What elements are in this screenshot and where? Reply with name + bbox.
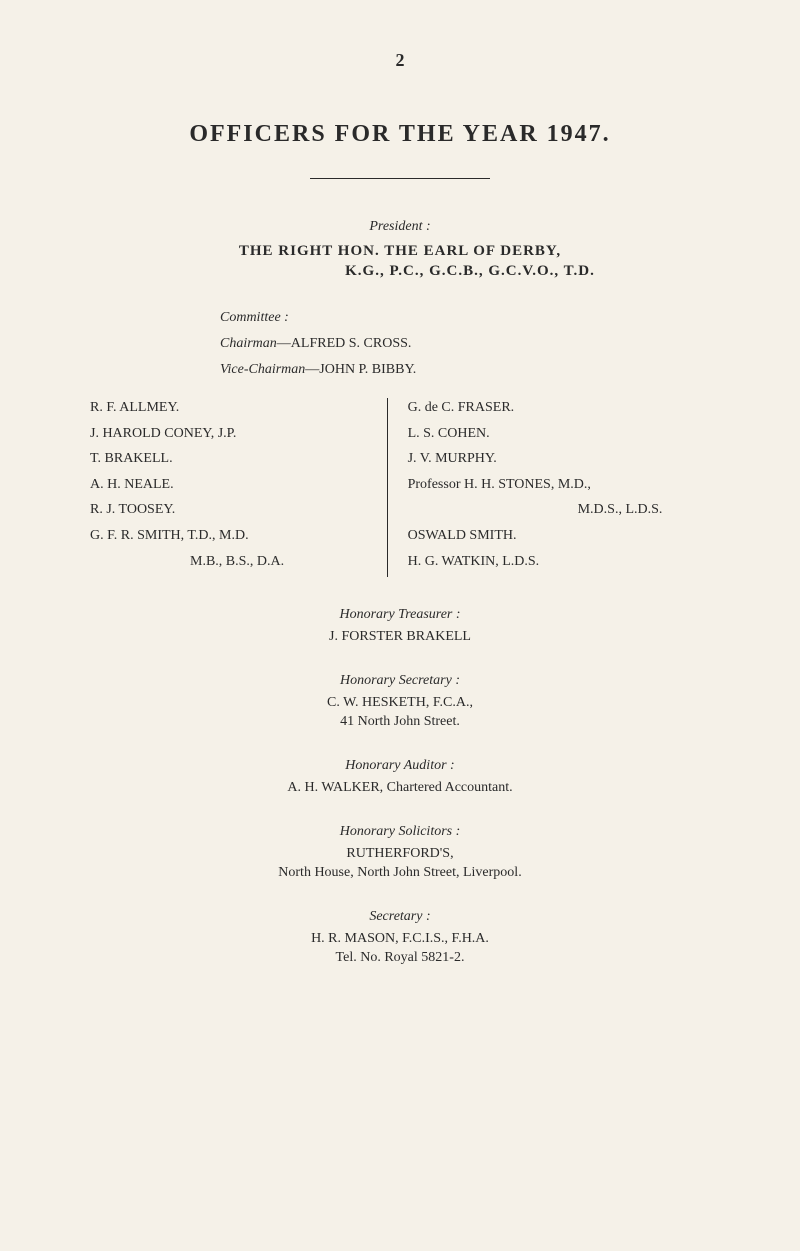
committee-columns: R. F. ALLMEY. J. HAROLD CONEY, J.P. T. B… [90, 398, 710, 577]
member-right-indent: M.D.S., L.D.S. [408, 500, 710, 520]
auditor-label: Honorary Auditor : [90, 758, 710, 774]
hon-secretary-section: Honorary Secretary : C. W. HESKETH, F.C.… [90, 673, 710, 730]
member-left-5: G. F. R. SMITH, T.D., M.D. [90, 526, 377, 546]
member-left-4: R. J. TOOSEY. [90, 500, 377, 520]
member-right-1: L. S. COHEN. [408, 424, 710, 444]
vice-chairman-line: Vice-Chairman—JOHN P. BIBBY. [90, 362, 710, 378]
page-number: 2 [90, 50, 710, 71]
member-left-0: R. F. ALLMEY. [90, 398, 377, 418]
secretary-name: H. R. MASON, F.C.I.S., F.H.A. [90, 931, 710, 947]
member-right-3: Professor H. H. STONES, M.D., [408, 475, 710, 495]
solicitors-name: RUTHERFORD'S, [90, 846, 710, 862]
secretary-section: Secretary : H. R. MASON, F.C.I.S., F.H.A… [90, 909, 710, 966]
secretary-label: Secretary : [90, 909, 710, 925]
chairman-name: —ALFRED S. CROSS. [277, 336, 412, 351]
hon-secretary-address: 41 North John Street. [90, 714, 710, 730]
member-right-after-0: OSWALD SMITH. [408, 526, 710, 546]
treasurer-label: Honorary Treasurer : [90, 607, 710, 623]
chairman-line: Chairman—ALFRED S. CROSS. [90, 336, 710, 352]
vice-chairman-name: —JOHN P. BIBBY. [305, 362, 416, 377]
member-left-1: J. HAROLD CONEY, J.P. [90, 424, 377, 444]
member-left-3: A. H. NEALE. [90, 475, 377, 495]
member-left-2: T. BRAKELL. [90, 449, 377, 469]
auditor-section: Honorary Auditor : A. H. WALKER, Charter… [90, 758, 710, 796]
hon-secretary-label: Honorary Secretary : [90, 673, 710, 689]
hon-secretary-name: C. W. HESKETH, F.C.A., [90, 695, 710, 711]
column-right: G. de C. FRASER. L. S. COHEN. J. V. MURP… [388, 398, 710, 577]
treasurer-section: Honorary Treasurer : J. FORSTER BRAKELL [90, 607, 710, 645]
divider [310, 178, 490, 179]
solicitors-section: Honorary Solicitors : RUTHERFORD'S, Nort… [90, 824, 710, 881]
president-name: THE RIGHT HON. THE EARL OF DERBY, [90, 243, 710, 260]
member-left-indent: M.B., B.S., D.A. [90, 552, 377, 572]
president-honors: K.G., P.C., G.C.B., G.C.V.O., T.D. [90, 263, 710, 280]
chairman-title: Chairman [220, 336, 277, 351]
committee-label: Committee : [90, 310, 710, 326]
secretary-tel: Tel. No. Royal 5821-2. [90, 950, 710, 966]
column-left: R. F. ALLMEY. J. HAROLD CONEY, J.P. T. B… [90, 398, 388, 577]
main-title: OFFICERS FOR THE YEAR 1947. [90, 121, 710, 148]
treasurer-name: J. FORSTER BRAKELL [90, 629, 710, 645]
president-label: President : [90, 219, 710, 235]
member-right-0: G. de C. FRASER. [408, 398, 710, 418]
vice-chairman-title: Vice-Chairman [220, 362, 305, 377]
solicitors-label: Honorary Solicitors : [90, 824, 710, 840]
member-right-2: J. V. MURPHY. [408, 449, 710, 469]
member-right-after-1: H. G. WATKIN, L.D.S. [408, 552, 710, 572]
solicitors-address: North House, North John Street, Liverpoo… [90, 865, 710, 881]
auditor-name: A. H. WALKER, Chartered Accountant. [90, 780, 710, 796]
